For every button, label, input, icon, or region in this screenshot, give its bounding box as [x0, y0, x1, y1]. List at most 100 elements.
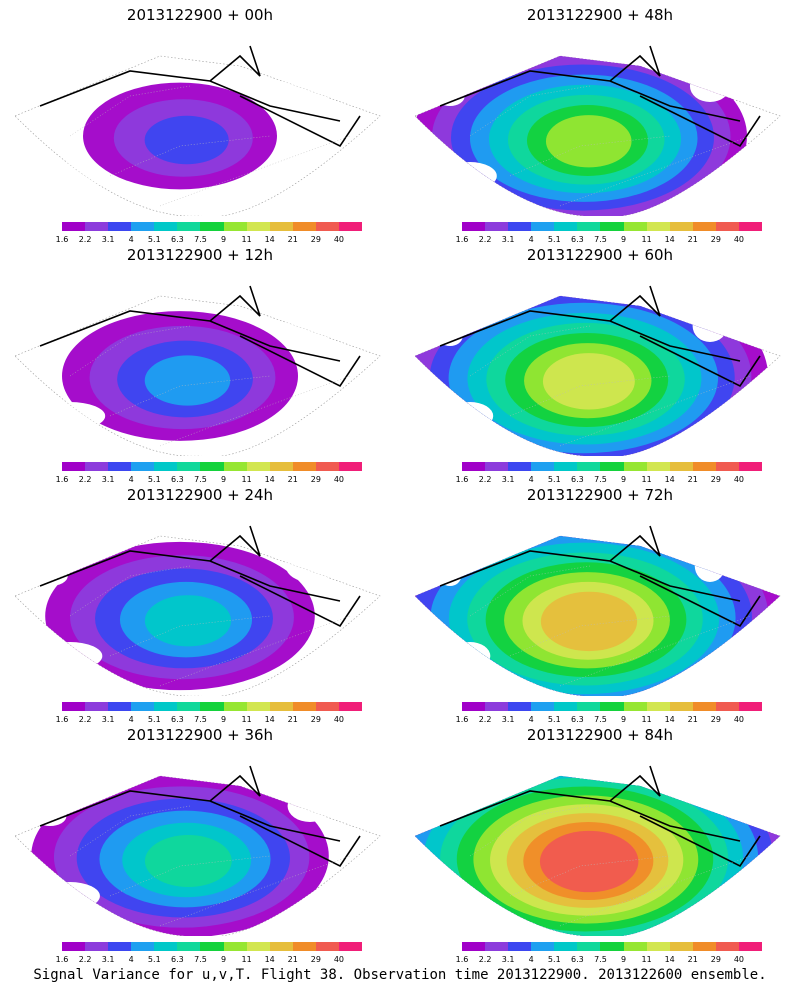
colorbar-swatch	[200, 222, 224, 231]
colorbar-tick-label: 29	[710, 475, 721, 484]
colorbar-swatch	[200, 462, 224, 471]
colorbar-swatch	[738, 702, 763, 711]
colorbar-tick-label: 5.1	[547, 475, 561, 484]
map-plot	[414, 285, 781, 456]
colorbar-swatch	[646, 942, 670, 951]
colorbar-swatch	[154, 462, 178, 471]
colorbar-swatch	[462, 942, 486, 951]
field-gap	[435, 86, 465, 106]
panel-00h: 2013122900 + 00h 1.6 2.2 3.1 4 5.1 6.3 7.5 9 11 1…	[0, 0, 400, 248]
panel-title: 2013122900 + 60h	[526, 246, 674, 264]
colorbar-swatch	[669, 942, 693, 951]
colorbar-tick-label: 21	[287, 715, 298, 724]
colorbar-swatch	[131, 222, 155, 231]
colorbar-tick-label: 29	[310, 235, 321, 244]
colorbar-swatch	[531, 942, 555, 951]
map-plot	[14, 285, 381, 456]
colorbar-swatch	[531, 702, 555, 711]
colorbar-swatch	[269, 702, 293, 711]
colorbar-tick-label: 1.6	[455, 955, 469, 964]
colorbar-swatch	[154, 942, 178, 951]
colorbar-swatch	[715, 462, 739, 471]
colorbar-swatch	[623, 462, 647, 471]
colorbar-swatch	[692, 222, 716, 231]
graticule	[69, 325, 351, 447]
graticule	[469, 85, 751, 207]
map-plot	[414, 525, 781, 696]
colorbar-tick-label: 4	[128, 475, 134, 484]
colorbar-tick-label: 6.3	[171, 715, 184, 724]
field-gap	[437, 326, 463, 346]
colorbar-swatch	[200, 702, 224, 711]
panel-24h: 2013122900 + 24h 1.6 2.2 3.1 4 5.1 6.3 7.5 9 11 1…	[0, 480, 400, 728]
map-plot	[414, 45, 781, 216]
colorbar-tick-label: 5.1	[547, 715, 561, 724]
colorbar-tick-label: 14	[664, 955, 675, 964]
field-gap	[31, 162, 109, 190]
colorbar-swatch	[646, 702, 670, 711]
colorbar-tick-label: 40	[333, 955, 345, 964]
colorbar-tick-label: 40	[733, 235, 745, 244]
colorbar-ticks: 1.6 2.2 3.1 4 5.1 6.3 7.5 9 11 14 21 29 40	[52, 475, 392, 485]
colorbar-swatch	[600, 942, 624, 951]
colorbar-tick-label: 3.1	[101, 235, 115, 244]
field-gap	[37, 642, 103, 670]
colorbar-tick-label: 2.2	[478, 715, 492, 724]
colorbar-swatch	[531, 222, 555, 231]
colorbar-ticks: 1.6 2.2 3.1 4 5.1 6.3 7.5 9 11 14 21 29 40	[452, 715, 792, 725]
colorbar-tick-label: 3.1	[101, 475, 115, 484]
colorbar-swatch	[738, 942, 763, 951]
colorbar-swatch	[623, 702, 647, 711]
graticule	[469, 805, 751, 927]
colorbar-tick-label: 9	[620, 475, 627, 484]
colorbar-tick-label: 7.5	[194, 715, 207, 724]
colorbar-swatch	[62, 462, 86, 471]
graticule	[69, 565, 351, 687]
colorbar-tick-label: 11	[641, 235, 652, 244]
colorbar-tick-label: 4	[528, 955, 534, 964]
colorbar-swatch	[315, 942, 339, 951]
colorbar-tick-label: 40	[333, 715, 345, 724]
colorbar	[62, 942, 363, 951]
colorbar	[462, 942, 763, 951]
colorbar-tick-label: 6.3	[171, 235, 184, 244]
colorbar-swatch	[177, 462, 201, 471]
colorbar-swatch	[85, 462, 109, 471]
colorbar-swatch	[485, 942, 509, 951]
colorbar-tick-label: 14	[664, 475, 675, 484]
colorbar-tick-label: 40	[733, 475, 745, 484]
colorbar-swatch	[154, 222, 178, 231]
colorbar-tick-label: 7.5	[194, 475, 207, 484]
colorbar-swatch	[269, 462, 293, 471]
panel-48h: 2013122900 + 48h 1.6 2.2 3.1 4 5.1 6.3 7.5 9 11 1…	[400, 0, 800, 248]
field-gap	[287, 790, 333, 822]
colorbar-swatch	[738, 222, 763, 231]
field-gap	[689, 70, 731, 102]
colorbar-tick-label: 7.5	[594, 715, 607, 724]
colorbar-swatch	[177, 702, 201, 711]
panel-title: 2013122900 + 00h	[126, 6, 274, 24]
colorbar-swatch	[738, 462, 763, 471]
field-layer	[415, 776, 780, 936]
colorbar-swatch	[508, 702, 532, 711]
field-gap	[446, 402, 494, 430]
colorbar-tick-label: 3.1	[101, 955, 115, 964]
colorbar-swatch	[108, 462, 132, 471]
field-gap	[283, 310, 337, 342]
colorbar-tick-label: 1.6	[55, 955, 69, 964]
field-layer	[31, 776, 333, 936]
colorbar-swatch	[692, 702, 716, 711]
colorbar-swatch	[338, 222, 363, 231]
colorbar-tick-label: 2.2	[78, 955, 92, 964]
colorbar-swatch	[715, 222, 739, 231]
colorbar-tick-label: 14	[264, 475, 275, 484]
field-layer	[415, 536, 780, 696]
panel-title: 2013122900 + 72h	[526, 486, 674, 504]
colorbar-swatch	[462, 702, 486, 711]
colorbar-tick-label: 7.5	[594, 475, 607, 484]
colorbar-tick-label: 9	[220, 235, 227, 244]
colorbar-tick-label: 3.1	[501, 475, 515, 484]
colorbar-tick-label: 2.2	[478, 955, 492, 964]
colorbar-swatch	[246, 702, 270, 711]
colorbar-swatch	[646, 222, 670, 231]
